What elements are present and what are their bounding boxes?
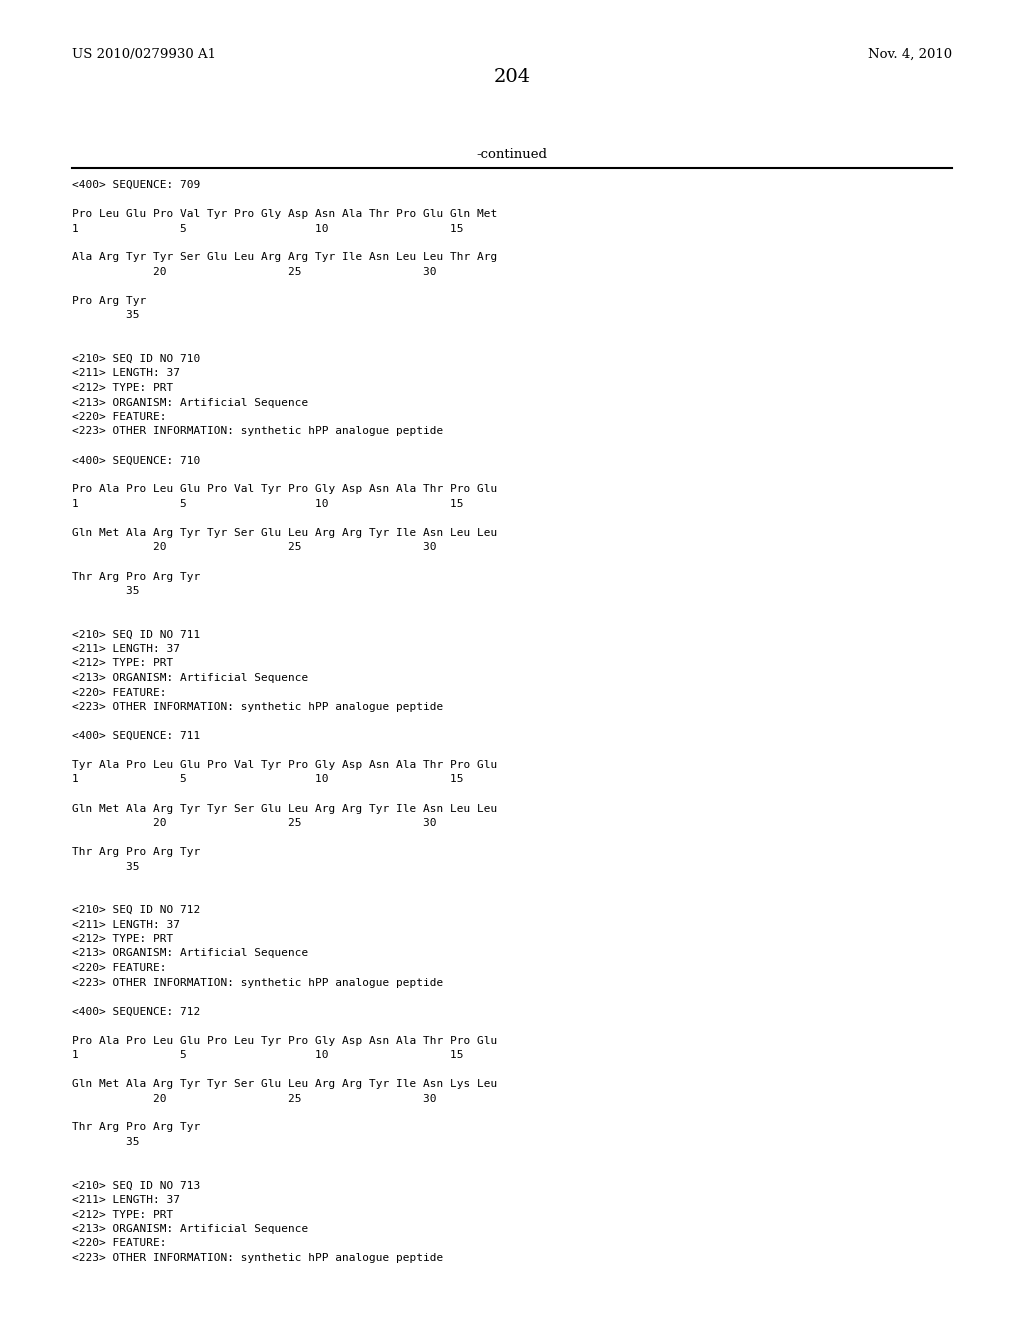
Text: <212> TYPE: PRT: <212> TYPE: PRT (72, 935, 173, 944)
Text: 20                  25                  30: 20 25 30 (72, 267, 436, 277)
Text: Gln Met Ala Arg Tyr Tyr Ser Glu Leu Arg Arg Tyr Ile Asn Leu Leu: Gln Met Ala Arg Tyr Tyr Ser Glu Leu Arg … (72, 528, 498, 539)
Text: Nov. 4, 2010: Nov. 4, 2010 (868, 48, 952, 61)
Text: <213> ORGANISM: Artificial Sequence: <213> ORGANISM: Artificial Sequence (72, 397, 308, 408)
Text: <400> SEQUENCE: 710: <400> SEQUENCE: 710 (72, 455, 201, 466)
Text: Pro Ala Pro Leu Glu Pro Leu Tyr Pro Gly Asp Asn Ala Thr Pro Glu: Pro Ala Pro Leu Glu Pro Leu Tyr Pro Gly … (72, 1035, 498, 1045)
Text: 1               5                   10                  15: 1 5 10 15 (72, 775, 464, 784)
Text: <220> FEATURE:: <220> FEATURE: (72, 412, 167, 422)
Text: <213> ORGANISM: Artificial Sequence: <213> ORGANISM: Artificial Sequence (72, 949, 308, 958)
Text: <211> LENGTH: 37: <211> LENGTH: 37 (72, 368, 180, 379)
Text: <213> ORGANISM: Artificial Sequence: <213> ORGANISM: Artificial Sequence (72, 673, 308, 682)
Text: Gln Met Ala Arg Tyr Tyr Ser Glu Leu Arg Arg Tyr Ile Asn Leu Leu: Gln Met Ala Arg Tyr Tyr Ser Glu Leu Arg … (72, 804, 498, 813)
Text: 1               5                   10                  15: 1 5 10 15 (72, 223, 464, 234)
Text: 20                  25                  30: 20 25 30 (72, 543, 436, 553)
Text: 20                  25                  30: 20 25 30 (72, 818, 436, 828)
Text: Pro Arg Tyr: Pro Arg Tyr (72, 296, 146, 306)
Text: 204: 204 (494, 69, 530, 86)
Text: <223> OTHER INFORMATION: synthetic hPP analogue peptide: <223> OTHER INFORMATION: synthetic hPP a… (72, 1253, 443, 1263)
Text: <220> FEATURE:: <220> FEATURE: (72, 688, 167, 697)
Text: 1               5                   10                  15: 1 5 10 15 (72, 499, 464, 510)
Text: Thr Arg Pro Arg Tyr: Thr Arg Pro Arg Tyr (72, 1122, 201, 1133)
Text: <211> LENGTH: 37: <211> LENGTH: 37 (72, 1195, 180, 1205)
Text: Tyr Ala Pro Leu Glu Pro Val Tyr Pro Gly Asp Asn Ala Thr Pro Glu: Tyr Ala Pro Leu Glu Pro Val Tyr Pro Gly … (72, 760, 498, 770)
Text: Pro Leu Glu Pro Val Tyr Pro Gly Asp Asn Ala Thr Pro Glu Gln Met: Pro Leu Glu Pro Val Tyr Pro Gly Asp Asn … (72, 209, 498, 219)
Text: 20                  25                  30: 20 25 30 (72, 1093, 436, 1104)
Text: <400> SEQUENCE: 711: <400> SEQUENCE: 711 (72, 731, 201, 741)
Text: 35: 35 (72, 1137, 139, 1147)
Text: Ala Arg Tyr Tyr Ser Glu Leu Arg Arg Tyr Ile Asn Leu Leu Thr Arg: Ala Arg Tyr Tyr Ser Glu Leu Arg Arg Tyr … (72, 252, 498, 263)
Text: <212> TYPE: PRT: <212> TYPE: PRT (72, 659, 173, 668)
Text: 35: 35 (72, 862, 139, 871)
Text: 35: 35 (72, 586, 139, 597)
Text: <220> FEATURE:: <220> FEATURE: (72, 1238, 167, 1249)
Text: 1               5                   10                  15: 1 5 10 15 (72, 1049, 464, 1060)
Text: <400> SEQUENCE: 709: <400> SEQUENCE: 709 (72, 180, 201, 190)
Text: <210> SEQ ID NO 710: <210> SEQ ID NO 710 (72, 354, 201, 364)
Text: US 2010/0279930 A1: US 2010/0279930 A1 (72, 48, 216, 61)
Text: <210> SEQ ID NO 713: <210> SEQ ID NO 713 (72, 1180, 201, 1191)
Text: <220> FEATURE:: <220> FEATURE: (72, 964, 167, 973)
Text: <223> OTHER INFORMATION: synthetic hPP analogue peptide: <223> OTHER INFORMATION: synthetic hPP a… (72, 978, 443, 987)
Text: <210> SEQ ID NO 711: <210> SEQ ID NO 711 (72, 630, 201, 639)
Text: <210> SEQ ID NO 712: <210> SEQ ID NO 712 (72, 906, 201, 915)
Text: Pro Ala Pro Leu Glu Pro Val Tyr Pro Gly Asp Asn Ala Thr Pro Glu: Pro Ala Pro Leu Glu Pro Val Tyr Pro Gly … (72, 484, 498, 495)
Text: Thr Arg Pro Arg Tyr: Thr Arg Pro Arg Tyr (72, 572, 201, 582)
Text: -continued: -continued (476, 148, 548, 161)
Text: <212> TYPE: PRT: <212> TYPE: PRT (72, 1209, 173, 1220)
Text: Thr Arg Pro Arg Tyr: Thr Arg Pro Arg Tyr (72, 847, 201, 857)
Text: <400> SEQUENCE: 712: <400> SEQUENCE: 712 (72, 1006, 201, 1016)
Text: 35: 35 (72, 310, 139, 321)
Text: <211> LENGTH: 37: <211> LENGTH: 37 (72, 644, 180, 653)
Text: <223> OTHER INFORMATION: synthetic hPP analogue peptide: <223> OTHER INFORMATION: synthetic hPP a… (72, 426, 443, 437)
Text: <223> OTHER INFORMATION: synthetic hPP analogue peptide: <223> OTHER INFORMATION: synthetic hPP a… (72, 702, 443, 711)
Text: <213> ORGANISM: Artificial Sequence: <213> ORGANISM: Artificial Sequence (72, 1224, 308, 1234)
Text: <211> LENGTH: 37: <211> LENGTH: 37 (72, 920, 180, 929)
Text: <212> TYPE: PRT: <212> TYPE: PRT (72, 383, 173, 393)
Text: Gln Met Ala Arg Tyr Tyr Ser Glu Leu Arg Arg Tyr Ile Asn Lys Leu: Gln Met Ala Arg Tyr Tyr Ser Glu Leu Arg … (72, 1078, 498, 1089)
